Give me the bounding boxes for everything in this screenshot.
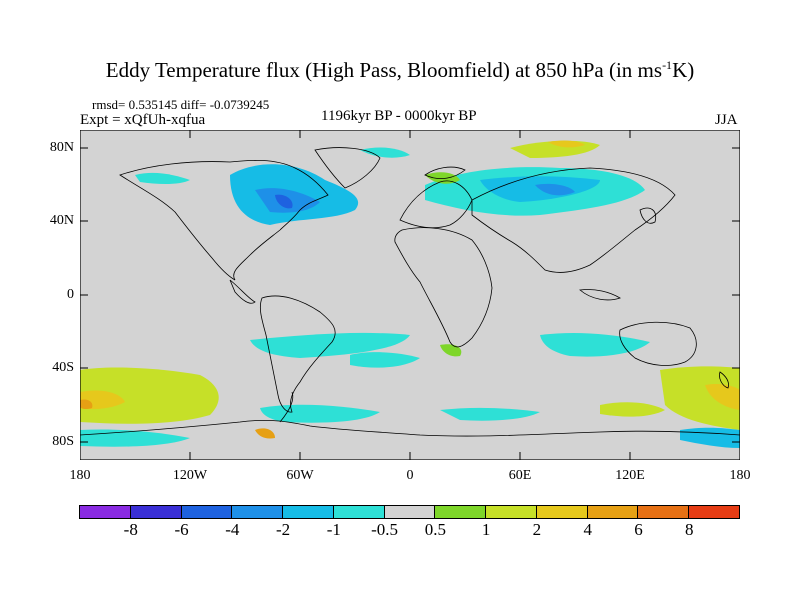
colorbar-label: 1 bbox=[481, 520, 491, 539]
plot-title: Eddy Temperature flux (High Pass, Bloomf… bbox=[105, 58, 695, 82]
lat-label-80n: 80N bbox=[49, 140, 74, 155]
map-panel bbox=[80, 130, 740, 460]
colorbar-box bbox=[586, 505, 639, 519]
experiment-label: Expt = xQfUh-xqfua bbox=[80, 112, 206, 128]
lat-label-0: 0 bbox=[67, 287, 74, 302]
lon-label-0: 0 bbox=[406, 468, 414, 483]
colorbar-box bbox=[637, 505, 690, 519]
lon-label-180w: 180 bbox=[69, 468, 91, 483]
colorbar-label: -4 bbox=[225, 520, 240, 539]
colorbar-label: -2 bbox=[275, 520, 291, 539]
colorbar-label: 6 bbox=[634, 520, 643, 539]
colorbar-label: 0.5 bbox=[424, 520, 446, 539]
lat-label-40s: 40S bbox=[52, 360, 74, 375]
colorbar-label: -0.5 bbox=[371, 520, 399, 539]
lon-label-60e: 60E bbox=[508, 468, 532, 483]
lon-label-180e: 180 bbox=[729, 468, 751, 483]
lon-label-120e: 120E bbox=[615, 468, 645, 483]
lat-label-40n: 40N bbox=[49, 213, 74, 228]
colorbar-box bbox=[79, 505, 131, 519]
colorbar-box bbox=[383, 505, 436, 519]
colorbar-label: -1 bbox=[326, 520, 341, 539]
anomaly-fill bbox=[80, 140, 740, 448]
lon-label-60w: 60W bbox=[286, 468, 314, 483]
colorbar-label: -6 bbox=[174, 520, 189, 539]
season-label: JJA bbox=[715, 112, 738, 128]
stats-label: rmsd= 0.535145 diff= -0.0739245 bbox=[92, 97, 270, 112]
colorbar-box bbox=[535, 505, 588, 519]
period-label: 1196kyr BP - 0000kyr BP bbox=[321, 108, 477, 124]
colorbar-label: 4 bbox=[583, 520, 592, 539]
colorbar bbox=[79, 505, 740, 519]
colorbar-box bbox=[434, 505, 487, 519]
colorbar-box bbox=[485, 505, 537, 519]
lat-label-80s: 80S bbox=[52, 434, 74, 449]
colorbar-box bbox=[332, 505, 385, 519]
colorbar-label: 8 bbox=[684, 520, 694, 539]
tick-marks bbox=[80, 130, 740, 460]
colorbar-box bbox=[282, 505, 334, 519]
colorbar-box bbox=[129, 505, 182, 519]
colorbar-box bbox=[688, 505, 740, 519]
colorbar-box bbox=[180, 505, 233, 519]
colorbar-label: 2 bbox=[532, 520, 542, 539]
coastlines bbox=[80, 147, 740, 437]
colorbar-label: -8 bbox=[123, 520, 138, 539]
colorbar-box bbox=[231, 505, 284, 519]
lon-label-120w: 120W bbox=[172, 468, 208, 483]
